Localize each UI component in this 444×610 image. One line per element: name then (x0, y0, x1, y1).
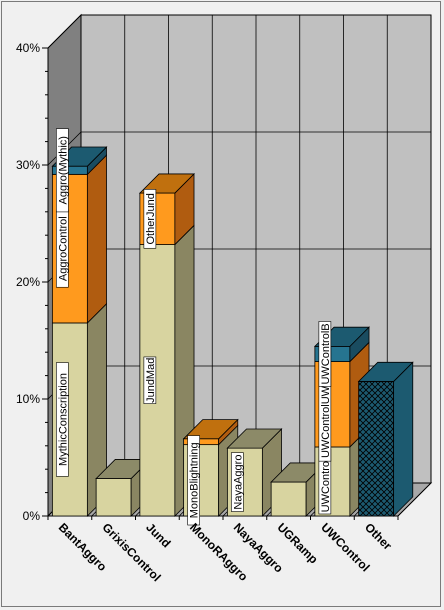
segment-label-box (187, 435, 200, 526)
bar-top (138, 173, 195, 194)
y-tick-label: 20% (16, 275, 40, 289)
y-tick-label: 10% (16, 392, 40, 406)
segment-label-box (143, 189, 157, 249)
segment-label: Aggro(Mythic) (56, 128, 69, 213)
bar-side (86, 154, 107, 324)
segment-label-text: MythicConscription (57, 373, 69, 466)
segment-label-box (318, 321, 332, 387)
segment-label: JundMad (143, 356, 157, 404)
bar-top (182, 419, 239, 440)
bar-front (358, 381, 395, 517)
segment-label: MythicConscription (56, 362, 69, 477)
segment-label-box (56, 128, 69, 213)
segment-label-text: JundMad (145, 358, 157, 403)
y-tick-label: 30% (16, 158, 40, 172)
segment-label-text: AggroControl (57, 216, 69, 281)
segment-label: NayaAggro (231, 452, 244, 512)
segment-label: OtherJund (143, 189, 157, 249)
segment-label: UWControlB (318, 321, 332, 387)
category-label: Jund (143, 520, 173, 550)
segment-label-text: UWControlR (320, 451, 332, 513)
segment-label-box (231, 452, 244, 512)
segment-label-box (56, 362, 69, 477)
segment-label: UWControlR (318, 448, 332, 515)
bar-top (226, 428, 283, 449)
bar-front (270, 481, 307, 517)
segment-label: AggroControl (56, 209, 69, 288)
segment-label: MonoBlightning (187, 435, 201, 526)
segment-label-text: OtherJund (145, 193, 157, 244)
segment-label-text: Aggro(Mythic) (57, 136, 69, 204)
segment-label-text: NayaAggro (232, 455, 244, 510)
category-label: Other (362, 520, 395, 553)
segment-label-text: UWControlB (320, 323, 332, 384)
category-label: UGRamp (275, 520, 321, 566)
bar-top (357, 361, 414, 382)
y-tick-label: 40% (16, 41, 40, 55)
bar-front (95, 478, 132, 517)
y-tick-label: 0% (23, 509, 41, 523)
floor-gridline (397, 482, 432, 517)
segment-label-box (143, 356, 157, 404)
segment-label-text: MonoBlightning (189, 442, 201, 518)
bar-side (393, 361, 414, 517)
